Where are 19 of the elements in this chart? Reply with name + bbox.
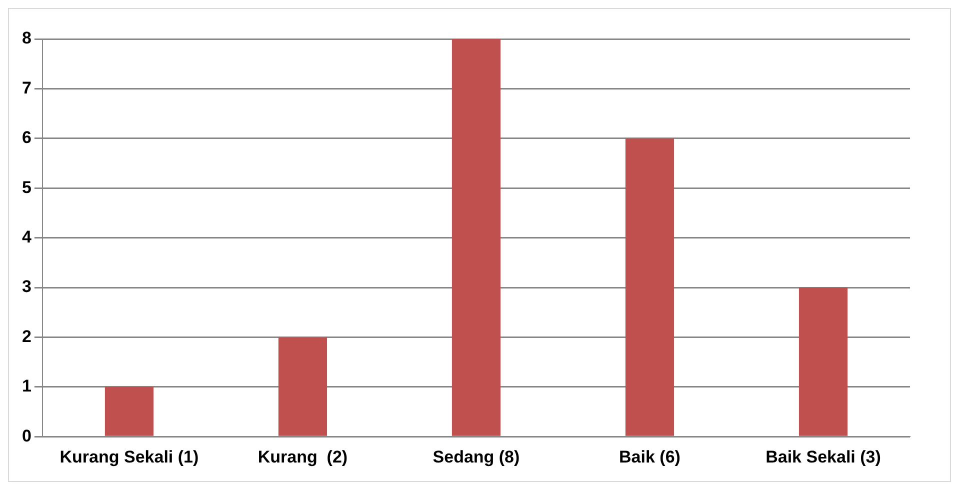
y-tick-label: 3 <box>22 277 32 296</box>
y-tick-label: 0 <box>22 426 32 446</box>
y-tick-label: 8 <box>22 28 32 48</box>
bar <box>452 39 501 436</box>
bar <box>104 386 154 436</box>
y-tick-label: 1 <box>22 376 32 396</box>
bar <box>625 138 674 436</box>
x-tick-label: Kurang (2) <box>258 447 348 466</box>
x-tick-label: Kurang Sekali (1) <box>60 447 199 466</box>
y-tick-label: 4 <box>22 227 32 246</box>
y-tick-label: 6 <box>22 128 32 148</box>
bar <box>798 288 848 436</box>
y-tick-label: 7 <box>22 78 32 98</box>
x-tick-label: Sedang (8) <box>432 447 520 466</box>
bar <box>278 337 328 436</box>
y-tick-label: 5 <box>22 178 32 197</box>
x-tick-label: Baik (6) <box>619 447 680 466</box>
x-tick-label: Baik Sekali (3) <box>766 447 881 466</box>
y-tick-label: 2 <box>22 326 32 346</box>
